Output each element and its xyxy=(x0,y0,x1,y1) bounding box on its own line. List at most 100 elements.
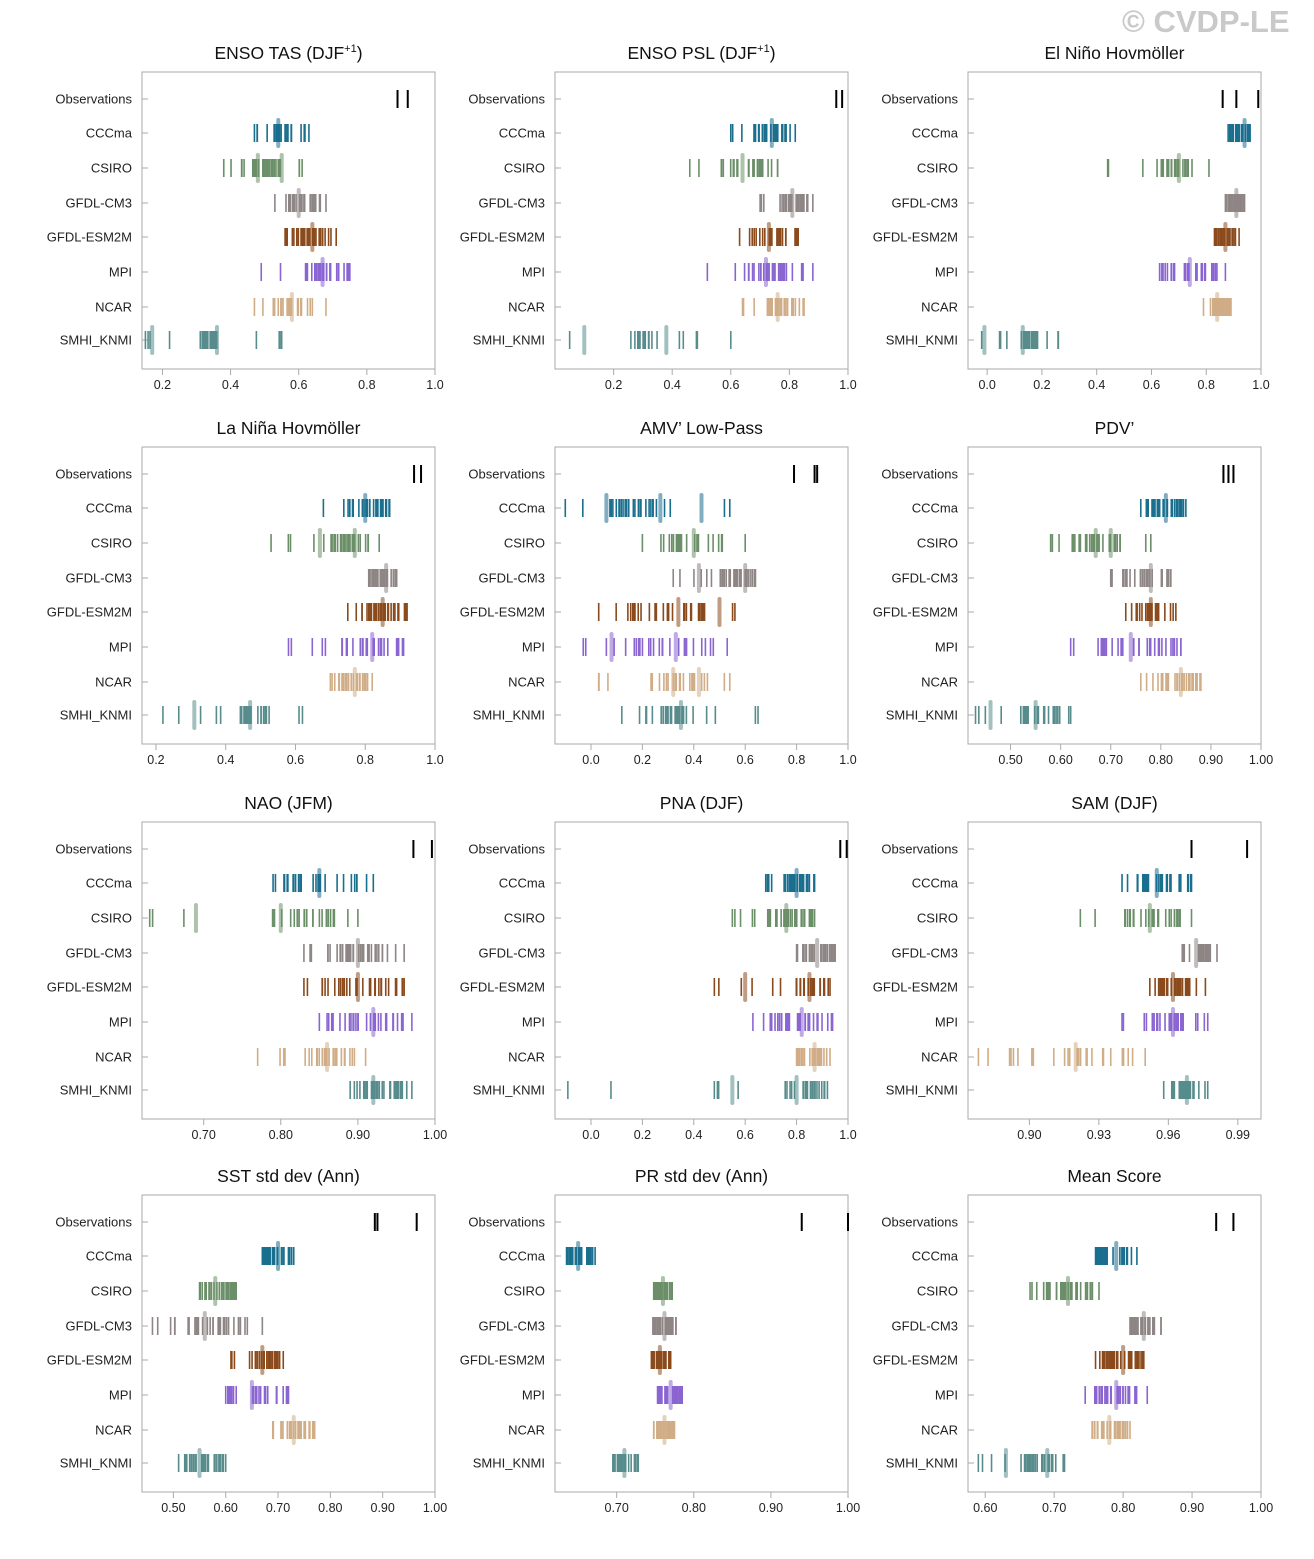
row-label-observations: Observations xyxy=(468,1215,545,1230)
panel-title-text: PR std dev (Ann) xyxy=(635,1166,768,1186)
x-tick-label: 0.6 xyxy=(1143,378,1160,392)
x-tick-label: 0.60 xyxy=(973,1501,997,1515)
panel-title-text: PDV’ xyxy=(1095,418,1135,438)
x-tick-label: 1.00 xyxy=(1249,753,1273,767)
x-tick-label: 1.00 xyxy=(836,1501,860,1515)
row-label-ncar: NCAR xyxy=(508,1423,545,1438)
x-tick-label: 0.8 xyxy=(358,378,375,392)
row-label-gfdl-cm3: GFDL-CM3 xyxy=(892,571,958,586)
x-tick-label: 0.99 xyxy=(1226,1128,1250,1142)
panel-9: SAM (DJF) 0.90 0.93 0.96 0.99 Observations CCC… xyxy=(873,793,1262,1142)
x-tick-label: 0.96 xyxy=(1156,1128,1180,1142)
panel-title-end: ) xyxy=(770,43,776,63)
x-tick-label: 1.0 xyxy=(839,378,856,392)
x-tick-label: 1.0 xyxy=(426,753,443,767)
row-label-cccma: CCCma xyxy=(86,1249,133,1264)
row-label-gfdl-esm2m: GFDL-ESM2M xyxy=(873,230,958,245)
x-tick-label: 1.00 xyxy=(423,1501,447,1515)
panel-title-text: SST std dev (Ann) xyxy=(217,1166,360,1186)
panel-title-text: La Niña Hovmöller xyxy=(217,418,361,438)
x-tick-label: 0.6 xyxy=(722,378,739,392)
panel-title-text: El Niño Hovmöller xyxy=(1044,43,1184,63)
row-label-smhi-knmi: SMHI_KNMI xyxy=(886,333,958,348)
plot-frame xyxy=(554,821,849,1120)
panel-title: ENSO PSL (DJF+1) xyxy=(627,43,775,63)
x-tick-label: 1.0 xyxy=(839,1128,856,1142)
row-label-gfdl-cm3: GFDL-CM3 xyxy=(66,946,132,961)
row-label-mpi: MPI xyxy=(522,1015,545,1030)
row-label-ncar: NCAR xyxy=(95,675,132,690)
row-label-cccma: CCCma xyxy=(499,126,546,141)
row-label-cccma: CCCma xyxy=(499,1249,546,1264)
panel-title: SAM (DJF) xyxy=(1071,793,1158,813)
plot-frame xyxy=(554,446,849,745)
x-tick-label: 1.0 xyxy=(839,753,856,767)
row-label-csiro: CSIRO xyxy=(504,911,545,926)
row-label-observations: Observations xyxy=(881,842,958,857)
row-label-csiro: CSIRO xyxy=(917,536,958,551)
panel-title: El Niño Hovmöller xyxy=(1044,43,1184,63)
row-label-mpi: MPI xyxy=(935,1388,958,1403)
x-tick-label: 0.4 xyxy=(664,378,681,392)
row-label-smhi-knmi: SMHI_KNMI xyxy=(473,333,545,348)
x-tick-label: 0.50 xyxy=(161,1501,185,1515)
x-tick-label: 0.90 xyxy=(371,1501,395,1515)
row-label-gfdl-esm2m: GFDL-ESM2M xyxy=(47,605,132,620)
panel-4: La Niña Hovmöller 0.2 0.4 0.6 0.8 1.0 Observat… xyxy=(47,418,444,767)
row-label-ncar: NCAR xyxy=(95,1423,132,1438)
x-tick-label: 0.2 xyxy=(147,753,164,767)
panel-title-superscript: +1 xyxy=(344,43,357,55)
row-label-cccma: CCCma xyxy=(499,876,546,891)
row-label-smhi-knmi: SMHI_KNMI xyxy=(473,1456,545,1471)
row-label-ncar: NCAR xyxy=(921,300,958,315)
x-tick-label: 0.4 xyxy=(1088,378,1105,392)
row-label-gfdl-cm3: GFDL-CM3 xyxy=(66,571,132,586)
panel-title: La Niña Hovmöller xyxy=(217,418,361,438)
x-tick-label: 0.8 xyxy=(781,378,798,392)
row-label-observations: Observations xyxy=(55,467,132,482)
row-label-observations: Observations xyxy=(55,92,132,107)
panel-title-text: SAM (DJF) xyxy=(1071,793,1158,813)
panel-2: ENSO PSL (DJF+1) 0.2 0.4 0.6 0.8 1.0 Observati… xyxy=(460,43,857,392)
row-label-gfdl-esm2m: GFDL-ESM2M xyxy=(873,980,958,995)
x-tick-label: 0.6 xyxy=(736,1128,753,1142)
panel-title: AMV’ Low-Pass xyxy=(640,418,763,438)
row-label-gfdl-cm3: GFDL-CM3 xyxy=(479,571,545,586)
row-label-cccma: CCCma xyxy=(912,126,959,141)
row-label-gfdl-cm3: GFDL-CM3 xyxy=(479,946,545,961)
panel-title-text: ENSO PSL (DJF xyxy=(627,43,757,63)
x-tick-label: 0.90 xyxy=(346,1128,370,1142)
row-label-ncar: NCAR xyxy=(921,1423,958,1438)
row-label-observations: Observations xyxy=(55,1215,132,1230)
x-tick-label: 1.0 xyxy=(1252,378,1269,392)
panel-title: NAO (JFM) xyxy=(244,793,332,813)
panel-title-end: ) xyxy=(357,43,363,63)
x-tick-label: 0.8 xyxy=(1198,378,1215,392)
x-tick-label: 0.70 xyxy=(266,1501,290,1515)
row-label-cccma: CCCma xyxy=(912,501,959,516)
row-label-mpi: MPI xyxy=(109,1015,132,1030)
row-label-mpi: MPI xyxy=(935,640,958,655)
x-tick-label: 0.8 xyxy=(788,753,805,767)
row-label-ncar: NCAR xyxy=(921,675,958,690)
row-label-smhi-knmi: SMHI_KNMI xyxy=(886,1083,958,1098)
panel-title: PDV’ xyxy=(1095,418,1135,438)
x-tick-label: 0.60 xyxy=(214,1501,238,1515)
row-label-smhi-knmi: SMHI_KNMI xyxy=(473,1083,545,1098)
row-label-smhi-knmi: SMHI_KNMI xyxy=(60,708,132,723)
row-label-gfdl-cm3: GFDL-CM3 xyxy=(892,1319,958,1334)
row-label-csiro: CSIRO xyxy=(504,1284,545,1299)
panel-title: Mean Score xyxy=(1067,1166,1161,1186)
row-label-ncar: NCAR xyxy=(95,300,132,315)
panel-title: PR std dev (Ann) xyxy=(635,1166,768,1186)
row-label-gfdl-esm2m: GFDL-ESM2M xyxy=(47,1353,132,1368)
row-label-gfdl-cm3: GFDL-CM3 xyxy=(66,196,132,211)
row-label-ncar: NCAR xyxy=(508,1050,545,1065)
row-label-gfdl-cm3: GFDL-CM3 xyxy=(66,1319,132,1334)
x-tick-label: 0.90 xyxy=(1180,1501,1204,1515)
watermark: © CVDP-LE xyxy=(1122,4,1290,39)
row-label-csiro: CSIRO xyxy=(504,161,545,176)
panel-title: PNA (DJF) xyxy=(660,793,744,813)
